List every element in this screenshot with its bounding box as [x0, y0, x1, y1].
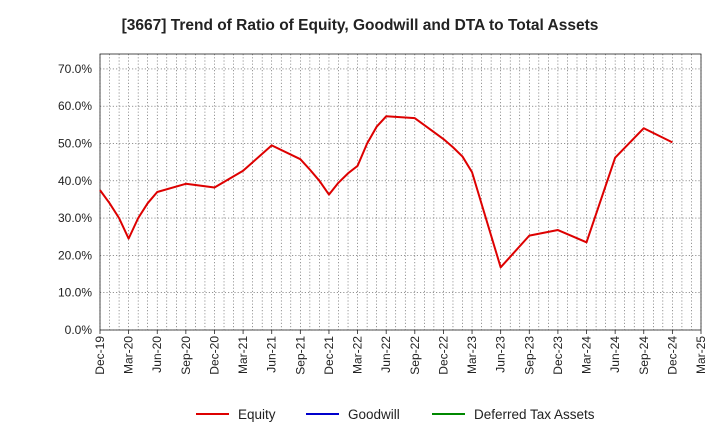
y-tick-label: 40.0%	[58, 174, 92, 188]
legend: Equity Goodwill Deferred Tax Assets	[196, 407, 595, 422]
chart-title: [3667] Trend of Ratio of Equity, Goodwil…	[122, 17, 599, 34]
x-tick-label: Jun-21	[265, 336, 279, 373]
y-tick-label: 70.0%	[58, 62, 92, 76]
x-tick-label: Mar-23	[465, 336, 479, 374]
y-tick-label: 60.0%	[58, 99, 92, 113]
plot-frame	[99, 53, 702, 331]
x-tick-label: Dec-22	[436, 336, 450, 375]
x-tick-label: Dec-23	[551, 336, 565, 375]
x-tick-label: Dec-20	[207, 336, 221, 375]
series-layer	[99, 115, 673, 269]
y-tick-label: 50.0%	[58, 137, 92, 151]
x-tick-label: Jun-20	[150, 336, 164, 373]
y-tick-label: 10.0%	[58, 286, 92, 300]
grid	[99, 54, 702, 331]
x-tick-label: Jun-24	[608, 336, 622, 373]
legend-label-equity: Equity	[238, 407, 276, 422]
x-tick-label: Sep-24	[637, 336, 651, 375]
x-tick-label: Mar-22	[351, 336, 365, 374]
x-tick-label: Mar-21	[236, 336, 250, 374]
x-tick-label: Sep-20	[179, 336, 193, 375]
y-axis: 0.0% 10.0% 20.0% 30.0% 40.0% 50.0% 60.0% 70.0%	[58, 62, 92, 337]
x-tick-label: Dec-21	[322, 336, 336, 375]
x-tick-label: Dec-19	[93, 336, 107, 375]
x-tick-label: Sep-22	[408, 336, 422, 375]
x-tick-label: Mar-25	[694, 336, 708, 374]
x-tick-label: Sep-23	[522, 336, 536, 375]
x-tick-label: Sep-21	[293, 336, 307, 375]
series-line-equity	[99, 115, 673, 269]
x-axis: Dec-19 Mar-20 Jun-20 Sep-20 Dec-20 Mar-21 Jun-…	[93, 330, 708, 375]
y-tick-label: 30.0%	[58, 211, 92, 225]
legend-label-goodwill: Goodwill	[348, 407, 400, 422]
y-tick-label: 20.0%	[58, 248, 92, 262]
x-tick-label: Jun-23	[494, 336, 508, 373]
x-tick-label: Mar-20	[122, 336, 136, 374]
x-tick-label: Mar-24	[580, 336, 594, 374]
y-tick-label: 0.0%	[65, 323, 93, 337]
x-tick-label: Jun-22	[379, 336, 393, 373]
x-tick-label: Dec-24	[665, 336, 679, 375]
legend-label-deferred-tax-assets: Deferred Tax Assets	[474, 407, 595, 422]
